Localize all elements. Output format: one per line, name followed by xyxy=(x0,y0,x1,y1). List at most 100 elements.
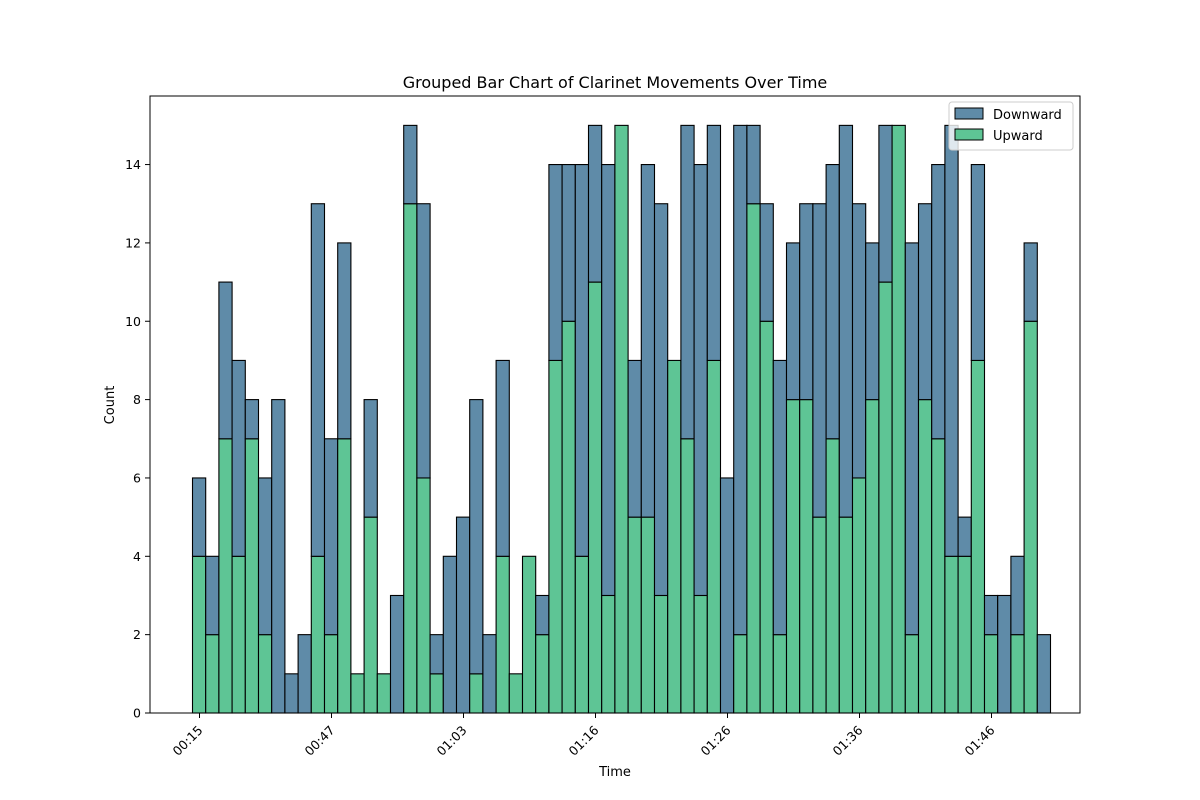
bar-downward xyxy=(957,516,972,557)
bar-downward xyxy=(442,555,458,714)
y-tick-label: 12 xyxy=(125,235,141,250)
bar-upward xyxy=(1023,320,1038,714)
bar-downward xyxy=(244,399,260,440)
bar-upward xyxy=(772,634,788,714)
x-tick-label: 01:36 xyxy=(830,722,866,758)
bar-downward xyxy=(429,634,444,675)
bar-downward xyxy=(218,281,233,440)
bar-upward xyxy=(535,634,550,714)
chart-title: Grouped Bar Chart of Clarinet Movements … xyxy=(403,73,828,92)
bar-upward xyxy=(469,673,484,714)
bar-downward xyxy=(746,124,761,205)
bar-upward xyxy=(970,359,986,714)
bar-downward xyxy=(191,477,207,557)
bar-upward xyxy=(627,516,642,714)
bar-upward xyxy=(865,399,880,714)
bar-downward xyxy=(310,203,326,557)
bar-upward xyxy=(706,359,722,714)
bar-downward xyxy=(469,399,484,675)
bar-downward xyxy=(733,124,748,636)
bar-downward xyxy=(851,203,867,479)
bar-upward xyxy=(838,516,854,714)
bar-downward xyxy=(878,124,893,283)
y-tick-label: 8 xyxy=(133,392,141,407)
bar-downward xyxy=(535,594,550,636)
bar-downward xyxy=(601,164,616,597)
bar-downward xyxy=(904,242,920,636)
bar-downward xyxy=(403,124,418,205)
y-tick-label: 2 xyxy=(133,627,141,642)
bar-upward xyxy=(191,555,207,714)
bar-downward xyxy=(693,164,708,597)
bar-upward xyxy=(218,438,233,714)
y-axis: 0 2 4 6 8 10 12 14 xyxy=(125,157,150,721)
legend-swatch xyxy=(954,107,984,120)
bar-upward xyxy=(429,673,444,714)
bar-upward xyxy=(561,320,576,714)
bar-downward xyxy=(257,477,273,636)
bars-group xyxy=(191,124,1052,714)
bar-upward xyxy=(878,281,893,714)
y-axis-label: Count xyxy=(103,386,118,425)
bar-upward xyxy=(667,359,682,714)
bar-downward xyxy=(271,399,286,714)
bar-upward xyxy=(746,203,761,714)
bar-downward xyxy=(825,164,840,440)
x-tick-label: 01:26 xyxy=(698,722,734,758)
y-tick-label: 6 xyxy=(133,470,141,485)
bar-downward xyxy=(706,124,722,361)
bar-upward xyxy=(799,399,814,714)
bar-upward xyxy=(904,634,920,714)
legend: Downward Upward xyxy=(948,101,1074,151)
bar-downward xyxy=(323,438,339,636)
bar-downward xyxy=(1010,555,1025,636)
bar-upward xyxy=(548,359,563,714)
bar-upward xyxy=(825,438,840,714)
bar-upward xyxy=(337,438,352,714)
bar-downward xyxy=(759,203,774,322)
bar-upward xyxy=(323,634,339,714)
y-tick-label: 14 xyxy=(125,157,141,172)
bar-upward xyxy=(403,203,418,714)
bar-downward xyxy=(970,164,986,361)
bar-downward xyxy=(495,359,510,557)
bar-downward xyxy=(574,164,590,557)
bar-upward xyxy=(614,124,629,714)
bar-downward xyxy=(482,634,497,714)
bar-downward xyxy=(205,555,220,636)
plot-frame xyxy=(149,95,1081,714)
bar-upward xyxy=(257,634,273,714)
x-tick-label: 01:03 xyxy=(434,723,470,759)
bar-downward xyxy=(416,203,431,479)
bar-downward xyxy=(917,203,933,401)
bar-downward xyxy=(548,164,563,361)
bar-upward xyxy=(693,594,708,714)
bar-upward xyxy=(759,320,774,714)
bar-upward xyxy=(891,124,906,714)
bar-downward xyxy=(640,164,656,518)
bar-upward xyxy=(205,634,220,714)
bar-upward xyxy=(680,438,695,714)
bar-upward xyxy=(495,555,510,714)
x-tick-label: 00:15 xyxy=(170,723,206,759)
bar-downward xyxy=(838,124,854,518)
bar-upward xyxy=(1010,634,1025,714)
bar-upward xyxy=(812,516,827,714)
bar-upward xyxy=(733,634,748,714)
bar-downward xyxy=(680,124,695,440)
bar-downward xyxy=(785,242,801,401)
bar-upward xyxy=(350,673,365,714)
bar-upward xyxy=(640,516,656,714)
x-axis-label: Time xyxy=(598,765,631,780)
x-tick-label: 00:47 xyxy=(302,723,338,759)
bar-upward xyxy=(376,673,392,714)
bar-downward xyxy=(772,359,788,636)
bar-upward xyxy=(653,594,669,714)
legend-label: Upward xyxy=(993,129,1043,144)
bar-downward xyxy=(653,203,669,597)
bar-downward xyxy=(337,242,352,440)
bar-downward xyxy=(363,399,378,518)
bar-upward xyxy=(244,438,260,714)
